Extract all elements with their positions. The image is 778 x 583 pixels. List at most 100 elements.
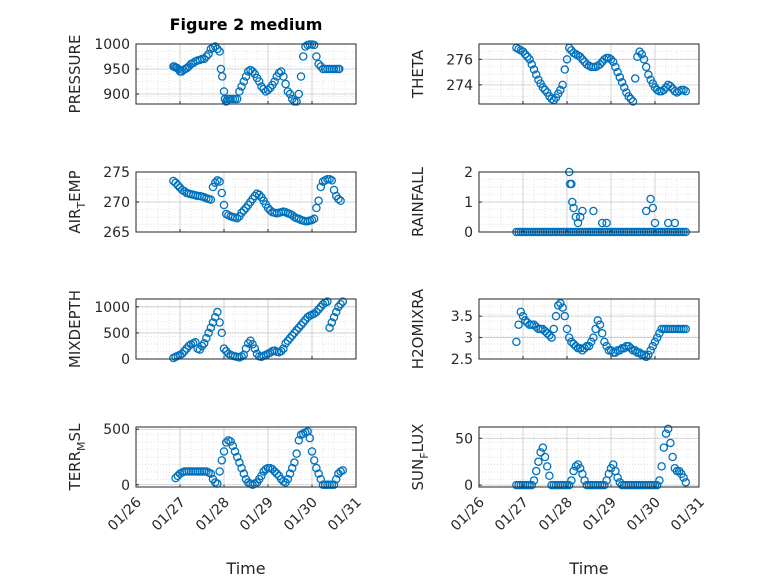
data-point [248,340,257,349]
axes-frame [478,171,700,233]
data-point [228,441,238,451]
data-point [569,339,578,349]
data-point [215,467,224,476]
data-point [272,469,282,478]
data-point [655,329,664,338]
y-tick-label: 1000 [94,37,130,53]
data-point [639,55,649,64]
data-point [336,299,345,309]
data-point [241,344,251,353]
data-point [199,54,209,64]
data-point [580,476,589,485]
data-point [334,194,343,204]
data-point [593,316,603,325]
data-point [613,473,622,482]
y-axis-label: AIRTEMP [66,170,88,233]
data-point [600,337,609,347]
data-point [202,52,211,61]
data-point [336,196,345,206]
y-tick-label: 500 [103,326,130,342]
data-point [668,452,677,462]
y-tick-label: 1000 [94,300,130,316]
data-point [239,77,249,86]
data-point [215,47,224,56]
data-point [615,72,625,82]
data-point [279,344,288,353]
data-point [564,333,574,342]
data-point [215,177,224,186]
y-tick-label: 2 [464,165,473,181]
data-point [580,344,589,353]
y-tick-label: 1 [464,195,473,211]
y-tick-label: 276 [446,52,473,68]
y-axis-label: MIXDEPTH [66,290,84,368]
axes-frame [135,43,357,105]
data-point [666,438,675,448]
data-point [663,424,673,434]
data-point [657,462,666,471]
data-point [206,195,216,204]
data-point [571,341,581,351]
y-axis-label: PRESSURE [66,35,84,114]
data-point [314,196,323,206]
data-point [600,480,609,490]
data-point [323,297,332,306]
data-point [329,313,339,322]
data-point [327,318,337,327]
data-point [206,469,216,478]
data-point [338,297,348,306]
data-point [639,350,649,359]
data-point [327,176,337,185]
x-tick-label: 01/28 [536,495,576,535]
data-point [538,83,548,92]
axes-frame [135,171,357,233]
data-point [644,70,653,79]
data-point [283,336,293,345]
data-point [666,81,675,91]
panel-theta: 274 276 THETA [409,43,700,106]
series-theta [512,43,691,106]
data-point [569,203,578,213]
y-tick-label: 500 [103,422,130,438]
data-point [298,318,308,327]
y-axis-label: THETA [409,49,427,99]
data-point [217,72,227,81]
data-point [276,346,286,356]
series-sun-flux [512,424,691,490]
data-point [545,331,554,340]
data-point [540,326,550,336]
data-point [296,72,306,81]
y-axis-label: RAINFALL [409,166,427,237]
data-point [287,463,297,473]
data-point [210,313,220,322]
y-tick-label: 0 [121,478,130,494]
data-point [268,464,277,474]
data-point [237,82,246,91]
data-point [681,478,691,487]
data-point [263,203,273,213]
data-point [171,473,180,483]
data-point [516,307,526,317]
data-point [279,72,288,81]
panel-air-temp: 265 270 275 AIRTEMP [66,165,357,241]
data-point [318,299,328,309]
figure-title: Figure 2 medium [170,15,323,34]
data-point [655,476,664,485]
data-point [518,311,528,321]
data-point [248,67,257,76]
data-point [549,324,559,334]
data-point [652,333,662,342]
data-point [626,94,636,104]
panel-pressure: 900 950 1000 PRESSURE [66,35,357,114]
data-point [217,328,227,338]
data-point [257,471,266,481]
data-point [542,462,552,471]
data-point [560,65,570,74]
x-tick-label: 01/30 [624,495,664,535]
data-point [567,337,576,347]
data-point [263,85,273,95]
panel-terr-msl: 01/26 01/27 01/28 01/29 01/30 01/31 0 500 TERRMS… [66,422,365,534]
data-point [316,182,326,192]
data-point [567,476,576,485]
data-point [679,473,688,482]
